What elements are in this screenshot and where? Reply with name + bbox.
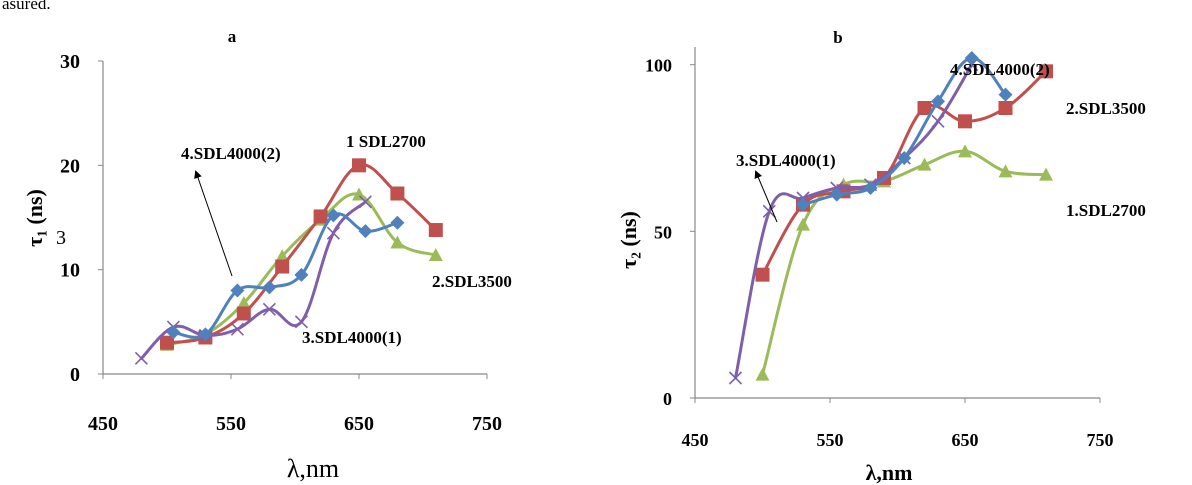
chart-a-series-1-point [352, 187, 366, 201]
chart-b-x-ticks: 450 550 650 750 [682, 398, 1114, 450]
chart-b-series-4-point [964, 51, 979, 65]
chart-b: b 0 50 100 450 550 650 750 λ,nm τ₂ (ns) 1.SDL… [616, 28, 1146, 485]
chart-a-series-2-point [352, 158, 366, 173]
chart-b-y-tick-label: 50 [654, 222, 672, 242]
chart-a-series-1-point [428, 248, 443, 262]
chart-a-series-2-point [390, 186, 405, 201]
chart-b-y-label: τ₂ (ns) [616, 211, 641, 269]
chart-a-series-4-point [230, 283, 245, 298]
chart-a-y-tick-label: 10 [60, 260, 80, 282]
chart-a-x-label: λ,nm [287, 454, 339, 483]
chart-b-series-1-point [998, 164, 1013, 178]
chart-a-series-2-point [313, 209, 328, 224]
chart-b-annotation-1: 1.SDL2700 [1066, 201, 1146, 220]
chart-a-annotation-4: 4.SDL4000(2) [181, 144, 281, 163]
chart-a-axes [102, 61, 487, 375]
chart-b-annotation-3: 3.SDL4000(1) [736, 151, 836, 170]
chart-b-annotation-arrow [754, 170, 778, 223]
chart-a-y-label: τ₁ (ns) [22, 189, 47, 247]
chart-a-series-3-point [294, 315, 308, 329]
chart-a-series-4-point [390, 215, 405, 230]
chart-a-title: a [228, 27, 237, 46]
chart-b-series-4-point [829, 187, 844, 202]
chart-b-x-tick-label: 450 [682, 430, 709, 450]
chart-a-y-tick-label: 20 [60, 155, 80, 177]
chart-a-x-tick-label: 650 [344, 413, 374, 435]
chart-b-axes [694, 47, 1100, 399]
chart-a-series-3-line [139, 200, 367, 360]
chart-a-series-2-point [428, 223, 443, 238]
chart-b-title: b [833, 28, 842, 47]
chart-a-series-2-point [160, 335, 174, 350]
chart-b-series-1-point [796, 217, 810, 231]
caption-fragment: asured. [2, 0, 51, 13]
chart-a-series-4-point [262, 280, 277, 295]
chart-b-series-3-point [762, 204, 776, 218]
chart-b-y-tick-label: 100 [645, 56, 672, 76]
chart-a-annotation-2: 2.SDL3500 [432, 272, 512, 291]
chart-b-x-label: λ,nm [866, 460, 913, 485]
chart-b-series-2-point [1039, 64, 1053, 79]
chart-a-x-tick-label: 750 [472, 413, 502, 435]
chart-a-x-ticks: 450 550 650 750 [88, 374, 502, 435]
chart-a-series [134, 158, 443, 365]
chart-b-y-ticks: 0 50 100 [645, 56, 695, 409]
chart-b-series-4-line [801, 56, 1007, 207]
chart-a-series-2-point [275, 259, 290, 274]
chart-b-x-tick-label: 750 [1087, 430, 1114, 450]
chart-b-y-tick-label: 0 [663, 389, 672, 409]
chart-a-series-4 [166, 208, 405, 342]
chart-a-annotation-1: 1 SDL2700 [346, 132, 426, 151]
chart-a-series-3-point [358, 195, 372, 209]
chart-a-annotation-arrow [194, 170, 233, 277]
chart-b-series-3-line [734, 63, 974, 380]
chart-a-series-4-point [198, 327, 213, 342]
chart-b-series-2-point [755, 267, 770, 282]
chart-a-series-3-point [134, 351, 148, 365]
chart-a-series-4-point [166, 325, 181, 340]
chart-b-series-1-point [1039, 167, 1053, 181]
chart-b-x-tick-label: 550 [817, 430, 844, 450]
chart-b-series-4 [796, 51, 1013, 212]
chart-a-series-1-point [236, 296, 251, 310]
chart-b-series-2-point [917, 101, 932, 115]
chart-b-series-1-point [917, 157, 932, 171]
chart-b-series-1-point [958, 144, 972, 158]
chart-b-series-2-point [998, 101, 1013, 115]
chart-a-series-2 [160, 158, 443, 350]
chart-a-series-3-point [262, 302, 276, 316]
chart-b-series-4-point [998, 87, 1013, 102]
chart-a-annotation-3: 3.SDL4000(1) [302, 328, 402, 347]
chart-a-y-tick-label: 0 [70, 364, 80, 386]
chart-a: a 0 10 20 30 450 550 650 750 λ,nm τ₁ (ns) 3 1 … [22, 27, 512, 483]
chart-b-annotation-2: 2.SDL3500 [1066, 99, 1146, 118]
chart-a-x-tick-label: 550 [216, 413, 246, 435]
chart-a-series-4-point [358, 224, 373, 239]
chart-b-series-1-point [755, 367, 770, 381]
chart-b-series-4-point [931, 94, 945, 109]
chart-a-series-2-point [236, 306, 251, 321]
chart-b-series-4-point [796, 197, 810, 212]
chart-a-series-4-point [294, 267, 309, 282]
chart-a-series-3-point [230, 322, 244, 336]
chart-b-series-3-point [728, 371, 743, 385]
chart-a-x-tick-label: 450 [88, 413, 118, 435]
chart-a-y-tick-label: 30 [60, 51, 80, 73]
chart-a-y-ticks: 0 10 20 30 [60, 51, 103, 386]
chart-a-series-3-point [326, 226, 340, 240]
chart-a-y-label-stray: 3 [56, 227, 66, 249]
chart-b-series-2-point [958, 114, 972, 129]
chart-b-x-tick-label: 650 [952, 430, 979, 450]
chart-b-series-3-point [931, 114, 945, 128]
chart-b-series-1 [755, 144, 1053, 381]
chart-a-series-1-point [390, 235, 405, 249]
chart-a-series-1-point [275, 249, 290, 263]
chart-b-series-1-line [761, 149, 1048, 377]
chart-b-series-4-point [897, 151, 912, 165]
chart-b-series [728, 51, 1053, 385]
chart-a-series-4-point [326, 208, 341, 223]
chart-b-series-4-point [863, 181, 878, 195]
chart-b-annotation-4: 4.SDL4000(2) [950, 60, 1050, 79]
